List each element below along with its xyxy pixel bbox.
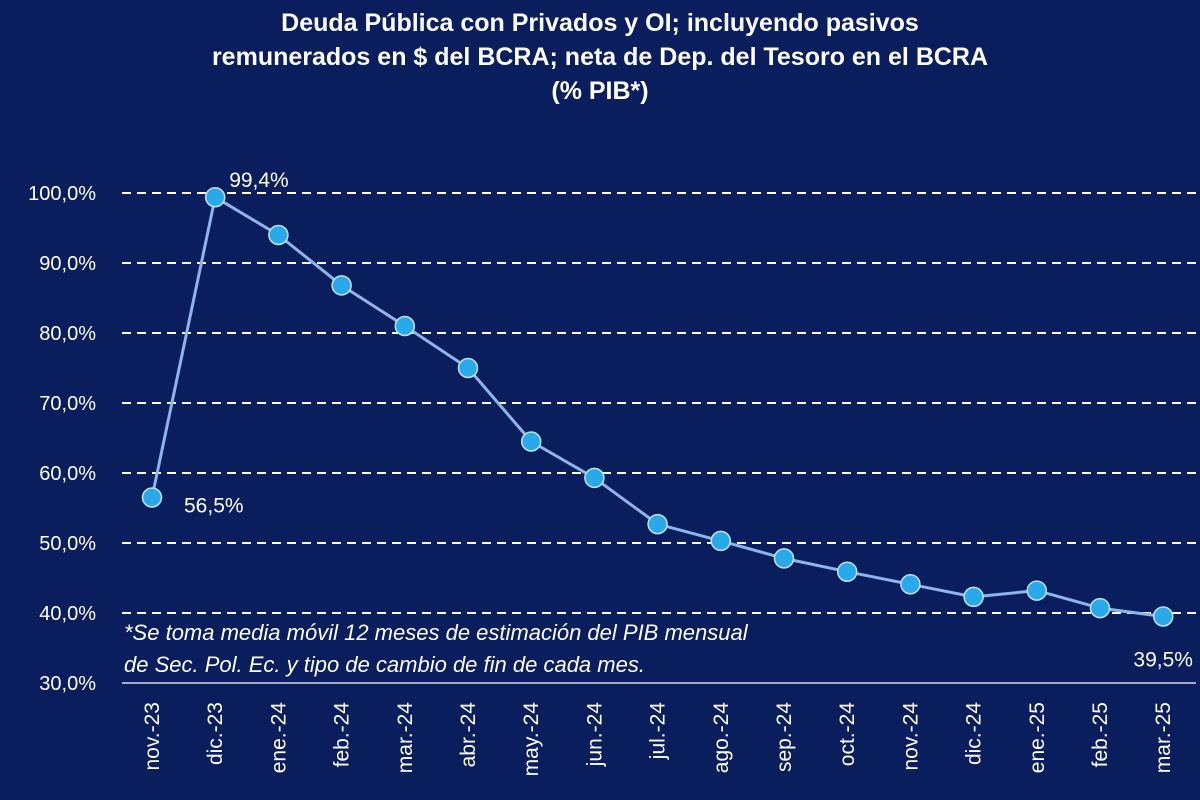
x-tick-label: ago.-24 bbox=[710, 702, 733, 774]
footnote-line-2: de Sec. Pol. Ec. y tipo de cambio de fin… bbox=[124, 652, 645, 677]
y-tick-label: 100,0% bbox=[28, 183, 96, 205]
x-tick-label: feb.-25 bbox=[1089, 702, 1112, 767]
data-point bbox=[836, 561, 858, 582]
chart-title-line-3: (% PIB*) bbox=[551, 77, 649, 105]
y-tick-label: 80,0% bbox=[39, 323, 96, 345]
x-tick-label: nov.-24 bbox=[899, 702, 922, 771]
data-point bbox=[647, 513, 668, 535]
data-point bbox=[204, 186, 226, 208]
data-point bbox=[963, 586, 984, 608]
chart-title: Deuda Pública con Privados y OI; incluye… bbox=[0, 6, 1200, 108]
x-tick-label: may.-24 bbox=[520, 702, 543, 777]
x-tick-label: oct.-24 bbox=[836, 702, 859, 767]
x-tick-label: ene.-24 bbox=[267, 702, 290, 774]
data-label: 56,5% bbox=[184, 495, 244, 518]
y-tick-label: 70,0% bbox=[39, 393, 96, 415]
x-axis: nov.-23 dic.-23 ene.-24 feb.-24 mar.-24 abr.-… bbox=[141, 702, 1175, 777]
y-tick-label: 50,0% bbox=[39, 533, 96, 555]
series-layer bbox=[141, 186, 1174, 627]
series-line bbox=[150, 195, 1164, 618]
data-point bbox=[773, 548, 795, 569]
x-tick-label: mar.-24 bbox=[394, 702, 417, 774]
footnote-line-1: *Se toma media móvil 12 meses de estimac… bbox=[124, 620, 748, 645]
data-point bbox=[1089, 597, 1111, 619]
data-point bbox=[710, 530, 732, 552]
data-label: 39,5% bbox=[1133, 649, 1193, 672]
data-point bbox=[394, 315, 416, 337]
x-tick-label: abr.-24 bbox=[457, 702, 480, 768]
data-point bbox=[584, 467, 605, 489]
chart-title-line-2: remunerados en $ del BCRA; neta de Dep. … bbox=[211, 43, 989, 71]
grid-layer bbox=[122, 192, 1196, 684]
x-tick-label: dic.-24 bbox=[963, 702, 986, 765]
x-tick-label: jun.-24 bbox=[583, 702, 606, 768]
y-tick-label: 90,0% bbox=[39, 253, 96, 275]
y-tick-label: 40,0% bbox=[39, 603, 96, 625]
y-axis: 30,0% 40,0% 50,0% 60,0% 70,0% 80,0% 90,0% 100,0… bbox=[28, 183, 96, 695]
x-tick-label: jul.-24 bbox=[647, 702, 670, 761]
data-point bbox=[141, 487, 163, 508]
chart-title-line-1: Deuda Pública con Privados y OI; incluye… bbox=[281, 9, 919, 37]
x-tick-label: feb.-24 bbox=[331, 702, 354, 768]
footnote: *Se toma media móvil 12 meses de estimac… bbox=[124, 617, 754, 681]
x-tick-label: sep.-24 bbox=[773, 702, 796, 772]
x-tick-label: ene.-25 bbox=[1026, 702, 1049, 773]
y-tick-label: 30,0% bbox=[39, 673, 96, 695]
x-tick-label: nov.-23 bbox=[141, 702, 164, 771]
data-point bbox=[1152, 606, 1174, 627]
y-tick-label: 60,0% bbox=[39, 463, 96, 485]
data-point bbox=[268, 224, 289, 246]
data-label: 99,4% bbox=[229, 169, 289, 192]
x-tick-label: dic.-23 bbox=[204, 702, 227, 765]
data-label-layer: 56,5% 99,4% 39,5% bbox=[184, 169, 1193, 671]
data-point bbox=[1026, 580, 1048, 601]
data-point bbox=[457, 357, 479, 379]
data-point bbox=[520, 431, 542, 452]
data-point bbox=[331, 275, 352, 296]
x-tick-label: mar.-25 bbox=[1152, 702, 1175, 773]
data-point bbox=[900, 574, 921, 595]
